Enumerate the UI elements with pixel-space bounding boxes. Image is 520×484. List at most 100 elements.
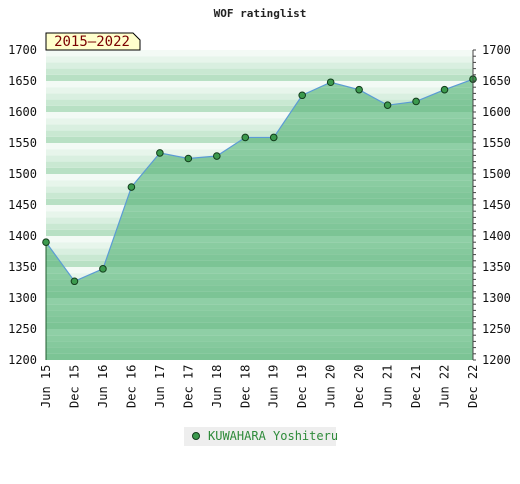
background-band [46, 105, 473, 112]
x-tick-label: Jun 15 [39, 365, 53, 408]
legend-box [184, 427, 336, 446]
period-badge-text: 2015–2022 [54, 34, 130, 50]
area-band [46, 174, 473, 181]
data-point [99, 265, 107, 273]
background-band [46, 93, 473, 100]
y-tick-label-left: 1600 [8, 105, 37, 119]
area-band [46, 322, 473, 329]
area-band [46, 143, 473, 150]
y-tick-label-left: 1350 [8, 260, 37, 274]
background-band [46, 74, 473, 81]
y-tick-label-right: 1600 [482, 105, 511, 119]
x-tick-label: Dec 15 [67, 365, 81, 408]
y-tick-label-left: 1700 [8, 43, 37, 57]
x-tick-label: Jun 19 [267, 365, 281, 408]
background-band [46, 56, 473, 63]
background-band [46, 112, 473, 119]
plot-area [42, 50, 477, 360]
y-tick-label-right: 1300 [482, 291, 511, 305]
x-tick-label: Dec 18 [238, 365, 252, 408]
data-point [42, 238, 50, 246]
data-point [440, 85, 449, 94]
data-point [213, 152, 221, 160]
y-tick-label-left: 1250 [8, 322, 37, 336]
legend: KUWAHARA Yoshiteru [184, 427, 338, 446]
area-band [46, 304, 473, 311]
area-band [46, 161, 473, 168]
x-tick-label: Dec 17 [181, 365, 195, 408]
area-band [46, 167, 473, 174]
area-band [46, 192, 473, 199]
area-band [46, 236, 473, 243]
area-band [46, 248, 473, 255]
x-tick-label: Dec 21 [409, 365, 423, 408]
background-band [46, 130, 473, 137]
y-tick-label-right: 1700 [482, 43, 511, 57]
x-tick-label: Jun 16 [96, 365, 110, 408]
x-tick-label: Jun 17 [153, 365, 167, 408]
area-band [46, 149, 473, 156]
area-band [46, 211, 473, 218]
area-band [46, 298, 473, 305]
data-point [383, 101, 392, 109]
y-tick-label-left: 1450 [8, 198, 37, 212]
y-tick-label-left: 1300 [8, 291, 37, 305]
data-point [298, 91, 307, 100]
data-point [269, 133, 278, 142]
y-tick-label-right: 1450 [482, 198, 511, 212]
x-tick-label: Jun 18 [210, 365, 224, 408]
data-point [70, 277, 79, 286]
background-band [46, 81, 473, 88]
legend-marker [192, 432, 200, 440]
area-band [46, 291, 473, 298]
legend-label: KUWAHARA Yoshiteru [208, 429, 338, 443]
area-band [46, 155, 473, 162]
data-point [241, 133, 250, 142]
data-point [127, 183, 136, 191]
area-band [46, 180, 473, 187]
area-band [46, 223, 473, 230]
x-tick-label: Dec 20 [352, 365, 366, 408]
area-band [46, 205, 473, 212]
y-tick-label-right: 1550 [482, 136, 511, 150]
data-point [412, 97, 420, 106]
area-band [46, 353, 473, 360]
area-band [46, 341, 473, 348]
area-band [46, 267, 473, 274]
area-band [46, 136, 473, 143]
x-tick-label: Dec 19 [295, 365, 309, 408]
y-tick-label-left: 1200 [8, 353, 37, 367]
x-tick-label: Dec 16 [124, 365, 138, 408]
area-band [46, 316, 473, 323]
series-line [45, 78, 474, 283]
area-band [46, 186, 473, 193]
background-band [46, 68, 473, 75]
data-point [156, 149, 164, 157]
y-tick-label-right: 1200 [482, 353, 511, 367]
data-point [355, 85, 363, 94]
area-band [46, 329, 473, 336]
area-band [46, 242, 473, 249]
background-band [46, 50, 473, 57]
background-band [46, 99, 473, 106]
background-band [46, 124, 473, 131]
period-badge-box [45, 32, 141, 51]
area-band [46, 198, 473, 205]
period-badge: 2015–2022 [45, 32, 141, 51]
background-band [46, 87, 473, 94]
chart-title: WOF ratinglist [214, 7, 307, 20]
y-tick-label-right: 1350 [482, 260, 511, 274]
area-band [46, 279, 473, 286]
area-band [46, 310, 473, 317]
x-tick-label: Jun 20 [324, 365, 338, 408]
area-band [46, 335, 473, 342]
area-band [46, 285, 473, 292]
y-tick-label-right: 1250 [482, 322, 511, 336]
y-tick-label-left: 1500 [8, 167, 37, 181]
data-point [184, 154, 193, 163]
area-band [46, 260, 473, 267]
y-tick-label-left: 1550 [8, 136, 37, 150]
y-tick-label-right: 1650 [482, 74, 511, 88]
